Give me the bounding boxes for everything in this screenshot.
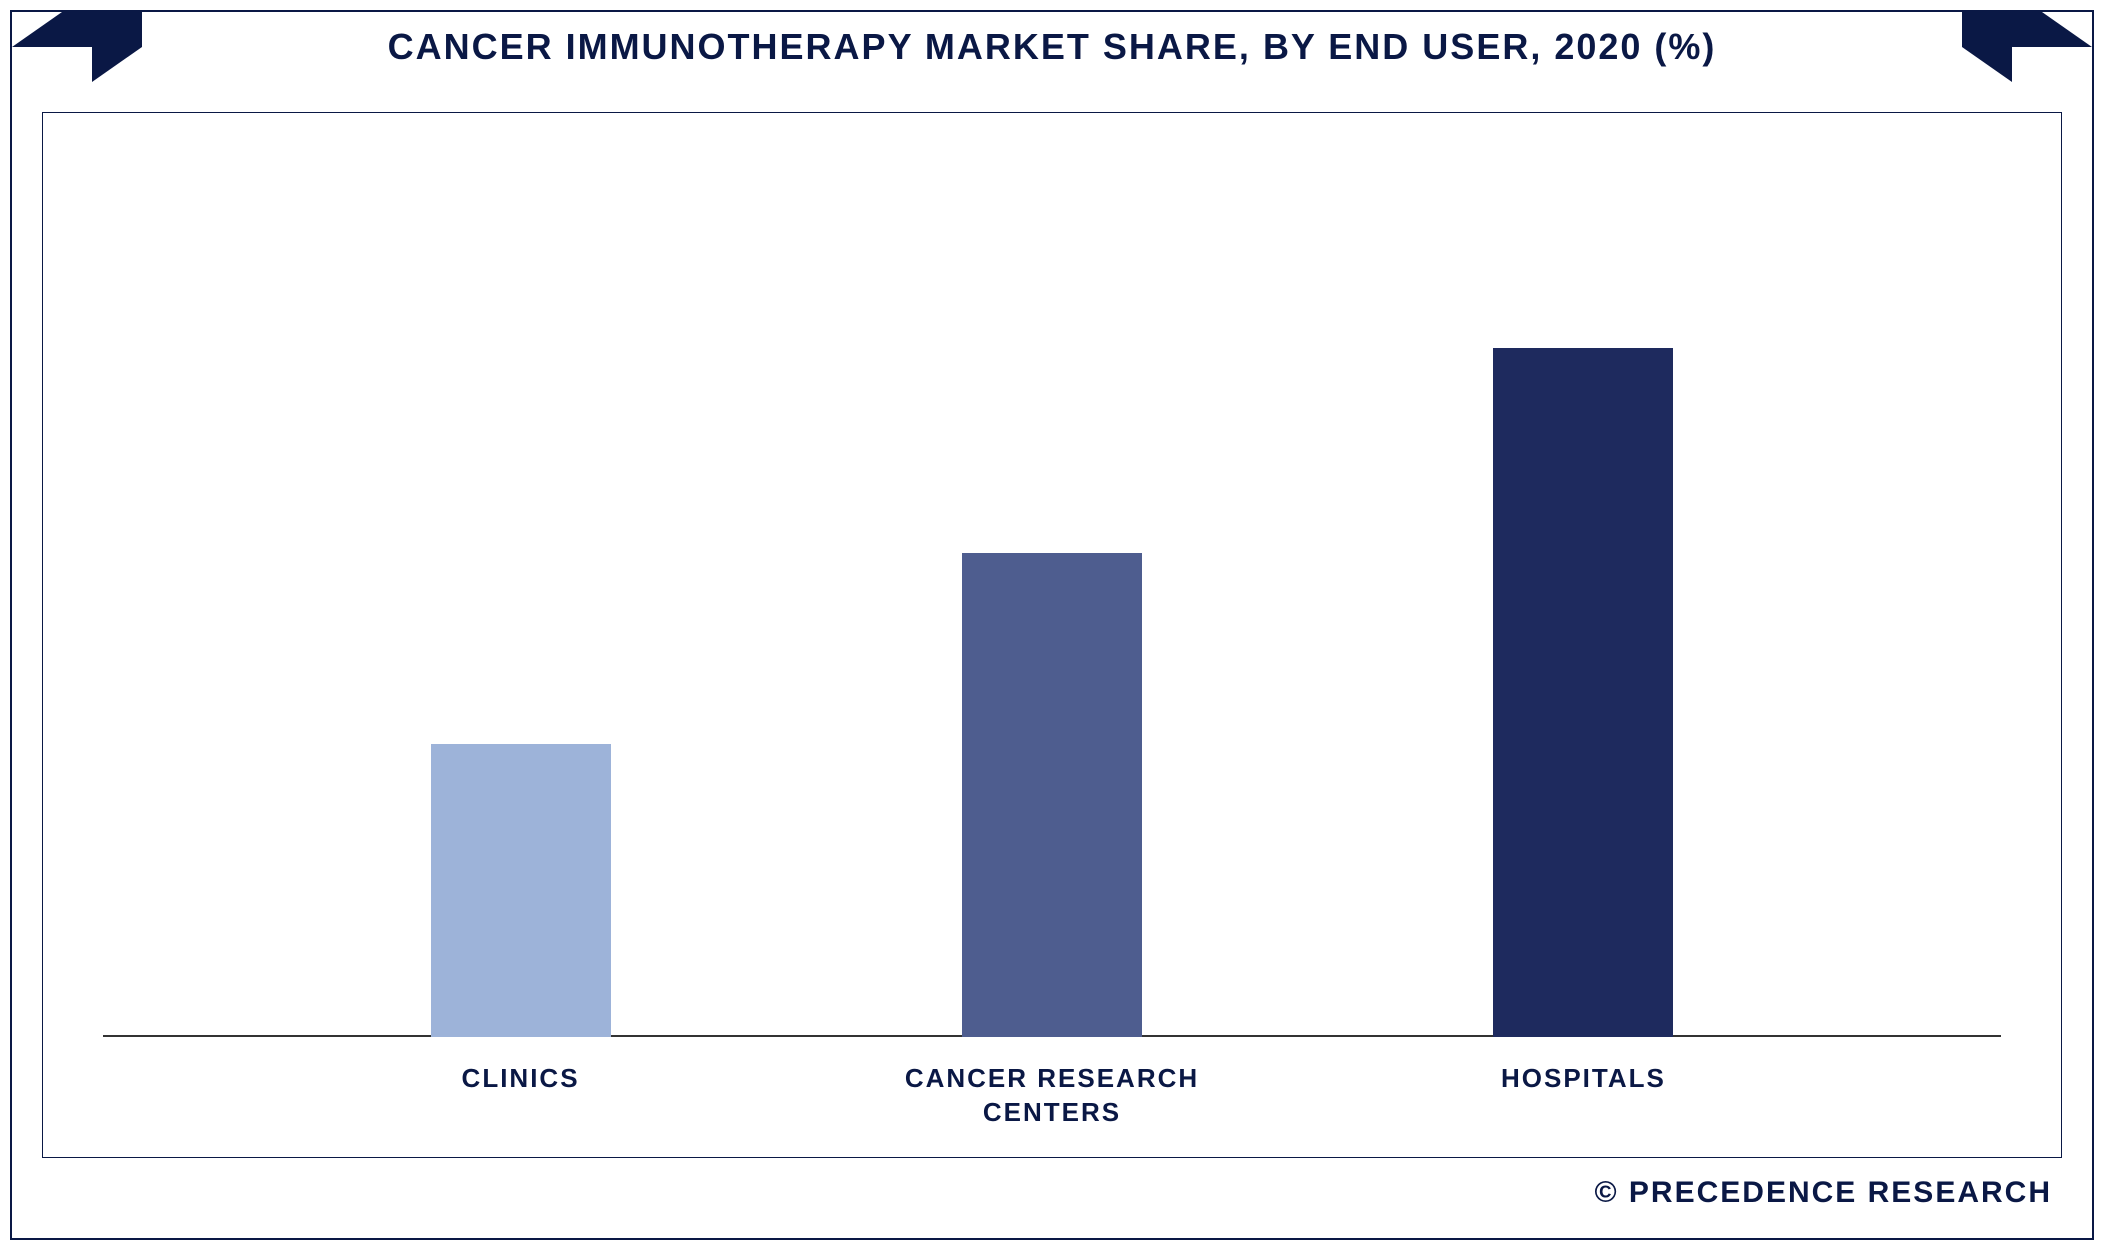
- decoration-tri-left-bottom: [92, 47, 142, 82]
- title-banner: CANCER IMMUNOTHERAPY MARKET SHARE, BY EN…: [12, 12, 2092, 82]
- chart-container: CLINICS CANCER RESEARCH CENTERS HOSPITALS: [42, 112, 2062, 1158]
- title-container: CANCER IMMUNOTHERAPY MARKET SHARE, BY EN…: [142, 12, 1962, 82]
- decoration-tri-right-top: [2042, 12, 2092, 47]
- chart-plot-area: CLINICSCANCER RESEARCH CENTERSHOSPITALS: [103, 173, 2001, 1037]
- bar-label-clinics: CLINICS: [346, 1062, 696, 1096]
- chart-outer-border: CANCER IMMUNOTHERAPY MARKET SHARE, BY EN…: [10, 10, 2094, 1240]
- bar-clinics: [431, 744, 611, 1037]
- bar-cancer-research-centers: [962, 553, 1142, 1037]
- decoration-tri-left-top: [12, 12, 62, 47]
- decoration-tri-right-bottom: [1962, 47, 2012, 82]
- bar-label-hospitals: HOSPITALS: [1408, 1062, 1758, 1096]
- chart-title: CANCER IMMUNOTHERAPY MARKET SHARE, BY EN…: [388, 26, 1717, 68]
- attribution-text: © PRECEDENCE RESEARCH: [1594, 1176, 2052, 1210]
- bar-label-cancer-research-centers: CANCER RESEARCH CENTERS: [877, 1062, 1227, 1130]
- bar-hospitals: [1493, 348, 1673, 1037]
